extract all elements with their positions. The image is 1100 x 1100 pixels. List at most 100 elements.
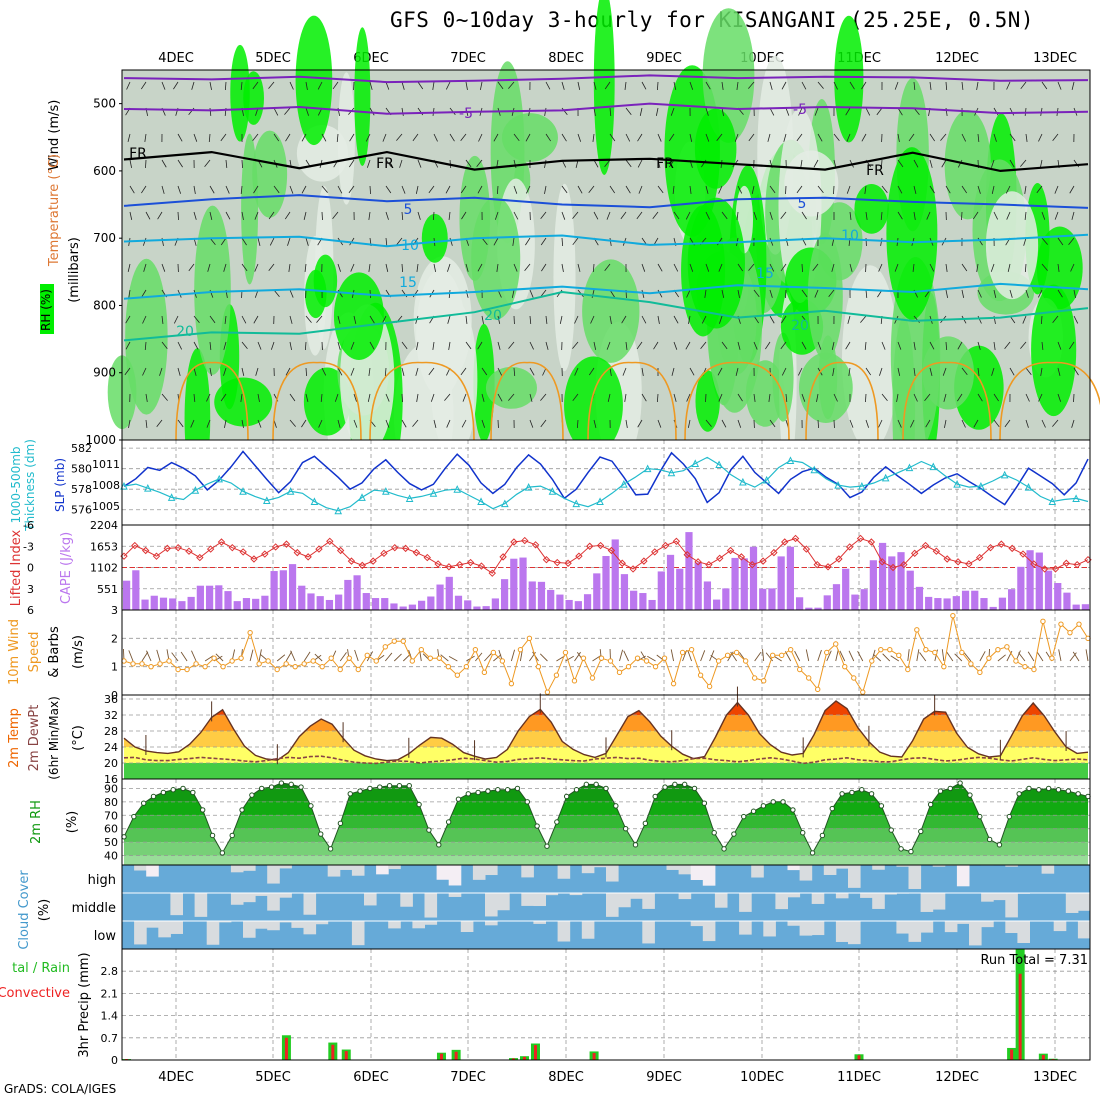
- cloud-cover-gap: [545, 893, 559, 896]
- wind-barb-icon: [1069, 185, 1075, 194]
- wind-barb-icon: [641, 367, 644, 376]
- wind-speed-marker: [607, 658, 614, 664]
- wind-barb-10m-icon: [647, 655, 656, 662]
- cape-bar: [288, 564, 297, 610]
- wind-barb-icon: [225, 159, 228, 169]
- thickness-marker: [382, 487, 390, 495]
- cape-bar: [1072, 604, 1080, 610]
- wind-barb-icon: [412, 419, 419, 427]
- wind-speed-marker: [409, 658, 415, 664]
- cape-bar: [510, 558, 518, 610]
- cloud-cover-gap: [1005, 865, 1018, 867]
- lifted-index-marker: [369, 557, 377, 565]
- cloud-cover-gap: [303, 893, 317, 915]
- cape-bar: [888, 556, 896, 610]
- cape-bar: [685, 532, 693, 610]
- wind-barb-icon: [717, 367, 723, 376]
- wind-barb-icon: [177, 367, 181, 376]
- cloud-cover-gap: [618, 893, 631, 908]
- thickness-marker: [358, 493, 366, 501]
- cape-bar: [786, 546, 794, 610]
- wind-barb-icon: [604, 263, 611, 272]
- cape-bar: [371, 598, 380, 610]
- cloud-cover-gap: [714, 893, 728, 908]
- lifted-index-marker: [954, 558, 962, 566]
- cloud-cover-gap: [678, 893, 692, 900]
- cloud-cover-gap: [267, 865, 280, 884]
- wind-barb-icon: [737, 419, 742, 428]
- wind-barb-icon: [465, 159, 472, 168]
- cloud-cover-gap: [218, 921, 232, 923]
- cape-bar: [925, 596, 933, 610]
- wind-speed-marker: [418, 646, 425, 653]
- lifted-index-marker: [261, 550, 269, 558]
- wind-barb-icon: [241, 341, 248, 349]
- wind-barb-10m-icon: [997, 654, 1006, 662]
- wind-barb-icon: [721, 289, 725, 298]
- rh-shade-cell: [354, 27, 371, 166]
- wind-barb-icon: [913, 393, 918, 402]
- wind-barb-icon: [433, 133, 438, 142]
- wind-barb-icon: [577, 185, 583, 194]
- wind-barb-icon: [353, 393, 357, 402]
- wind-barb-icon: [241, 419, 244, 428]
- cloud-cover-gap: [170, 893, 183, 916]
- wind-barb-icon: [865, 211, 868, 221]
- wind-barb-icon: [719, 315, 723, 324]
- wind-barb-icon: [993, 289, 997, 298]
- wind-barb-icon: [897, 133, 900, 142]
- wind-barb-icon: [897, 107, 903, 116]
- precip-tick-label: 2.1: [101, 987, 119, 1000]
- cape-bar: [215, 585, 223, 610]
- precip-convective-bar: [1010, 1049, 1014, 1060]
- rh2m-marker: [131, 813, 137, 820]
- wind-barb-icon: [1009, 107, 1015, 116]
- wind-barb-icon: [209, 341, 212, 351]
- wind-barb-10m-icon: [946, 651, 954, 662]
- cloud-cover-gap: [533, 921, 546, 924]
- wind-barb-icon: [269, 237, 275, 246]
- wind-barb-10m-icon: [156, 649, 161, 662]
- cloud-cover-gap: [630, 893, 643, 899]
- wind-barb-icon: [769, 237, 774, 246]
- rh2m-marker: [495, 787, 501, 793]
- rh2m-marker: [1036, 787, 1042, 793]
- cloud-cover-gap: [303, 921, 317, 935]
- wind-speed-marker: [247, 629, 253, 636]
- li-tick-label: 3: [27, 583, 34, 596]
- rh-shade-cell: [593, 0, 615, 175]
- wind-speed-marker: [490, 649, 497, 656]
- wind-barb-icon: [657, 315, 660, 324]
- lifted-index-marker: [878, 558, 886, 566]
- wind-barb-10m-icon: [191, 650, 197, 662]
- wind-barb-icon: [289, 315, 293, 324]
- wind-barb-icon: [321, 133, 327, 142]
- wind-barb-icon: [305, 107, 310, 116]
- cape-bar: [639, 593, 647, 610]
- lifted-index-marker: [131, 541, 139, 550]
- wind-barb-icon: [753, 289, 760, 298]
- contour-label: 20: [176, 324, 194, 340]
- lifted-index-marker: [217, 538, 226, 546]
- wind-barb-icon: [1024, 211, 1027, 221]
- wind-barb-icon: [1041, 211, 1046, 220]
- wind-barb-icon: [977, 289, 982, 298]
- cape-bar: [832, 584, 841, 610]
- wind-barb-icon: [193, 393, 196, 403]
- wind-speed-marker: [184, 666, 190, 673]
- wind-barb-10m-icon: [1027, 651, 1035, 662]
- slp-tick-label: 1011: [92, 458, 120, 471]
- wind-barb-icon: [209, 211, 213, 220]
- date-label-bottom: 9DEC: [646, 1070, 682, 1085]
- wind-barb-icon: [721, 81, 724, 91]
- rh2m-marker: [849, 789, 855, 796]
- wind-barb-icon: [941, 159, 947, 168]
- rh2m-marker: [770, 799, 776, 805]
- lifted-index-marker: [726, 546, 735, 555]
- wind-barb-icon: [940, 133, 947, 141]
- t2m-band: [124, 763, 1088, 779]
- wind-speed-marker: [544, 689, 551, 695]
- thickness-marker: [548, 487, 557, 495]
- lifted-index-marker: [553, 558, 561, 567]
- rh-shade-cell: [194, 205, 231, 375]
